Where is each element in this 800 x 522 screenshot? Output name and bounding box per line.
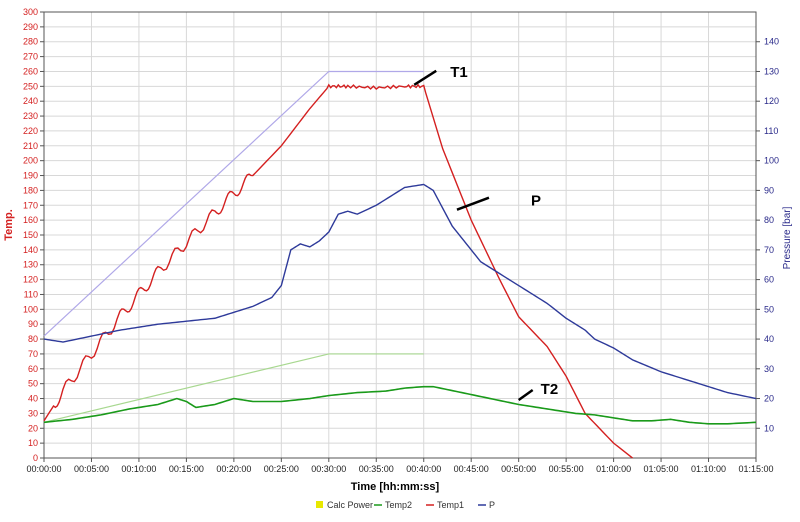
x-tick-label: 00:20:00: [216, 464, 251, 474]
left-tick-label: 40: [28, 394, 38, 404]
x-tick-label: 01:10:00: [691, 464, 726, 474]
left-tick-label: 260: [23, 66, 38, 76]
x-axis-title: Time [hh:mm:ss]: [351, 481, 440, 493]
annotations: T1 P T2: [413, 64, 559, 402]
left-tick-label: 250: [23, 81, 38, 91]
left-tick-label: 90: [28, 319, 38, 329]
x-tick-label: 00:25:00: [264, 464, 299, 474]
legend: Calc Power Temp2 Temp1 P: [316, 500, 495, 510]
annotation-leader-t2: [517, 389, 534, 402]
right-y-axis-title: Pressure [bar]: [782, 206, 793, 269]
x-tick-label: 01:00:00: [596, 464, 631, 474]
left-tick-label: 100: [23, 304, 38, 314]
right-tick-label: 60: [764, 275, 774, 285]
annotation-t2: T2: [541, 381, 559, 398]
left-tick-label: 230: [23, 111, 38, 121]
left-tick-label: 10: [28, 438, 38, 448]
x-tick-label: 00:15:00: [169, 464, 204, 474]
left-tick-label: 210: [23, 141, 38, 151]
left-tick-label: 170: [23, 200, 38, 210]
annotation-t1: T1: [450, 64, 468, 81]
left-tick-label: 300: [23, 7, 38, 17]
left-tick-label: 200: [23, 156, 38, 166]
left-tick-label: 120: [23, 275, 38, 285]
x-axis-ticks: 00:00:00 00:05:00 00:10:00 00:15:00 00:20:00…: [26, 458, 774, 474]
temp1-line: [43, 83, 634, 459]
right-tick-label: 40: [764, 334, 774, 344]
left-tick-label: 290: [23, 22, 38, 32]
annotation-leader-p: [456, 196, 490, 211]
left-tick-label: 30: [28, 408, 38, 418]
p-line: [43, 183, 757, 400]
left-tick-label: 80: [28, 334, 38, 344]
right-tick-label: 70: [764, 245, 774, 255]
annotation-leader-t1: [413, 69, 437, 86]
legend-swatch-calc-power: [316, 501, 323, 508]
left-tick-label: 110: [24, 289, 38, 299]
t2-setpoint-line: [43, 353, 424, 423]
temp2-line: [43, 385, 757, 425]
left-tick-label: 180: [23, 185, 38, 195]
right-tick-label: 110: [764, 126, 778, 136]
left-tick-label: 0: [33, 453, 38, 463]
left-tick-label: 190: [23, 171, 38, 181]
legend-label-temp1: Temp1: [437, 500, 464, 510]
right-y-axis-ticks: 10 20 30 40 50 60 70 80 90 100 110 120 130 140: [756, 37, 779, 433]
left-tick-label: 70: [28, 349, 38, 359]
right-tick-label: 130: [764, 66, 779, 76]
right-tick-label: 80: [764, 215, 774, 225]
left-tick-label: 150: [23, 230, 38, 240]
x-tick-label: 00:05:00: [74, 464, 109, 474]
x-tick-label: 01:05:00: [644, 464, 679, 474]
x-tick-label: 01:15:00: [738, 464, 773, 474]
right-tick-label: 90: [764, 185, 774, 195]
x-tick-label: 00:30:00: [311, 464, 346, 474]
left-tick-label: 20: [28, 423, 38, 433]
legend-label-p: P: [489, 500, 495, 510]
right-tick-label: 100: [764, 156, 779, 166]
left-tick-label: 60: [28, 364, 38, 374]
x-tick-label: 00:35:00: [359, 464, 394, 474]
setpoint-lines: [43, 70, 424, 423]
series-lines: [43, 83, 757, 459]
left-tick-label: 50: [28, 379, 38, 389]
x-tick-label: 00:00:00: [26, 464, 61, 474]
x-tick-label: 00:50:00: [501, 464, 536, 474]
x-tick-label: 00:45:00: [454, 464, 489, 474]
left-y-axis-title: Temp.: [3, 209, 15, 241]
left-tick-label: 130: [23, 260, 38, 270]
grid: [43, 11, 757, 459]
legend-label-calc-power: Calc Power: [327, 500, 373, 510]
legend-label-temp2: Temp2: [385, 500, 412, 510]
left-tick-label: 140: [23, 245, 38, 255]
x-tick-label: 00:40:00: [406, 464, 441, 474]
x-tick-label: 00:55:00: [549, 464, 584, 474]
right-tick-label: 50: [764, 304, 774, 314]
left-tick-label: 160: [23, 215, 38, 225]
annotation-p: P: [531, 193, 541, 210]
right-tick-label: 140: [764, 37, 779, 47]
right-tick-label: 10: [764, 423, 774, 433]
left-y-axis-ticks: 0 10 20 30 40 50 60 70 80 90 100 110 120 130 140 150 160…: [23, 7, 44, 463]
t1-setpoint-line: [43, 70, 424, 337]
x-tick-label: 00:10:00: [121, 464, 156, 474]
left-tick-label: 240: [23, 96, 38, 106]
left-tick-label: 220: [23, 126, 38, 136]
right-tick-label: 20: [764, 394, 774, 404]
left-tick-label: 270: [23, 52, 38, 62]
right-tick-label: 120: [764, 96, 779, 106]
left-tick-label: 280: [23, 37, 38, 47]
right-tick-label: 30: [764, 364, 774, 374]
